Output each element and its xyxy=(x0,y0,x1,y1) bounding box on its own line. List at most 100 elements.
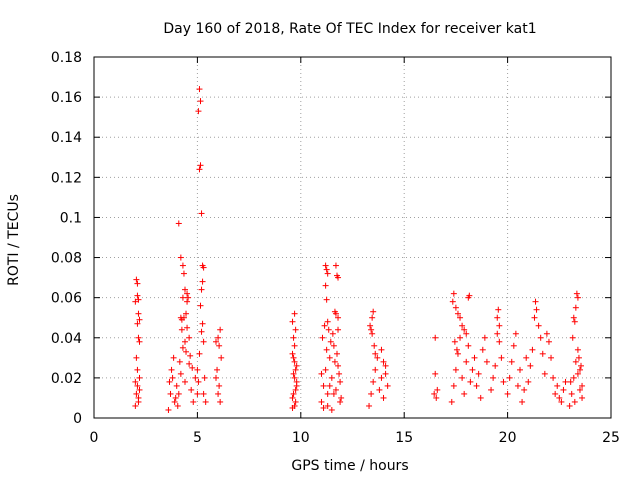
data-point xyxy=(434,386,441,393)
data-point xyxy=(188,386,195,393)
data-point xyxy=(330,342,337,349)
data-point xyxy=(336,370,343,377)
data-point xyxy=(323,266,330,273)
data-point xyxy=(289,318,296,325)
data-point xyxy=(187,352,194,359)
data-point xyxy=(170,354,177,361)
data-point xyxy=(186,334,193,341)
y-axis-label: ROTI / TECUs xyxy=(6,194,22,286)
data-point xyxy=(136,338,143,345)
data-point xyxy=(382,370,389,377)
data-point xyxy=(454,350,461,357)
data-point xyxy=(289,350,296,357)
data-point xyxy=(512,330,519,337)
data-point xyxy=(289,394,296,401)
data-point xyxy=(327,338,334,345)
data-point xyxy=(135,334,142,341)
data-point xyxy=(368,390,375,397)
x-tick-label: 10 xyxy=(292,430,310,446)
data-point xyxy=(451,338,458,345)
data-point xyxy=(431,390,438,397)
data-point xyxy=(376,386,383,393)
data-point xyxy=(574,370,581,377)
data-point xyxy=(319,334,326,341)
x-tick-label: 15 xyxy=(395,430,413,446)
data-point xyxy=(579,394,586,401)
data-point xyxy=(463,330,470,337)
data-point xyxy=(133,390,140,397)
data-point xyxy=(338,394,345,401)
data-point xyxy=(368,326,375,333)
y-tick-label: 0.08 xyxy=(51,251,82,267)
data-point xyxy=(570,314,577,321)
data-point xyxy=(174,402,181,409)
data-point xyxy=(199,320,206,327)
data-point xyxy=(169,374,176,381)
data-point xyxy=(136,374,143,381)
data-point xyxy=(372,350,379,357)
data-point xyxy=(500,378,507,385)
data-point xyxy=(329,330,336,337)
data-point xyxy=(570,374,577,381)
data-point xyxy=(175,390,182,397)
data-point xyxy=(179,262,186,269)
data-point xyxy=(322,282,329,289)
data-point xyxy=(134,366,141,373)
data-points xyxy=(132,86,586,413)
data-point xyxy=(378,374,385,381)
data-point xyxy=(574,294,581,301)
data-point xyxy=(184,290,191,297)
data-point xyxy=(213,338,220,345)
data-point xyxy=(337,398,344,405)
data-point xyxy=(510,342,517,349)
data-point xyxy=(133,276,140,283)
y-tick-label: 0 xyxy=(73,411,82,427)
y-tick-label: 0.04 xyxy=(51,331,82,347)
data-point xyxy=(194,366,201,373)
data-point xyxy=(186,360,193,367)
data-point xyxy=(496,322,503,329)
data-point xyxy=(290,334,297,341)
data-point xyxy=(554,382,561,389)
data-point xyxy=(332,386,339,393)
data-point xyxy=(465,342,472,349)
data-point xyxy=(483,358,490,365)
data-point xyxy=(185,294,192,301)
data-point xyxy=(184,298,191,305)
data-point xyxy=(494,314,501,321)
data-point xyxy=(291,358,298,365)
data-point xyxy=(452,366,459,373)
data-point xyxy=(452,304,459,311)
data-point xyxy=(454,310,461,317)
data-point xyxy=(177,254,184,261)
data-point xyxy=(537,334,544,341)
data-point xyxy=(374,354,381,361)
data-point xyxy=(514,382,521,389)
data-point xyxy=(479,346,486,353)
data-point xyxy=(432,370,439,377)
data-point xyxy=(318,398,325,405)
data-point xyxy=(525,378,532,385)
data-point xyxy=(194,390,201,397)
data-point xyxy=(371,342,378,349)
data-point xyxy=(578,362,585,369)
data-point xyxy=(569,334,576,341)
data-point xyxy=(382,362,389,369)
data-point xyxy=(492,362,499,369)
data-point xyxy=(132,378,139,385)
data-point xyxy=(291,342,298,349)
data-point xyxy=(172,394,179,401)
y-tick-label: 0.1 xyxy=(60,210,82,226)
data-point xyxy=(325,326,332,333)
data-point xyxy=(195,378,202,385)
data-point xyxy=(449,298,456,305)
x-axis-label: GPS time / hours xyxy=(291,458,408,474)
data-point xyxy=(178,326,185,333)
data-point xyxy=(566,402,573,409)
data-point xyxy=(453,346,460,353)
data-point xyxy=(574,346,581,353)
data-point xyxy=(543,330,550,337)
data-point xyxy=(481,334,488,341)
data-point xyxy=(134,280,141,287)
data-point xyxy=(197,98,204,105)
